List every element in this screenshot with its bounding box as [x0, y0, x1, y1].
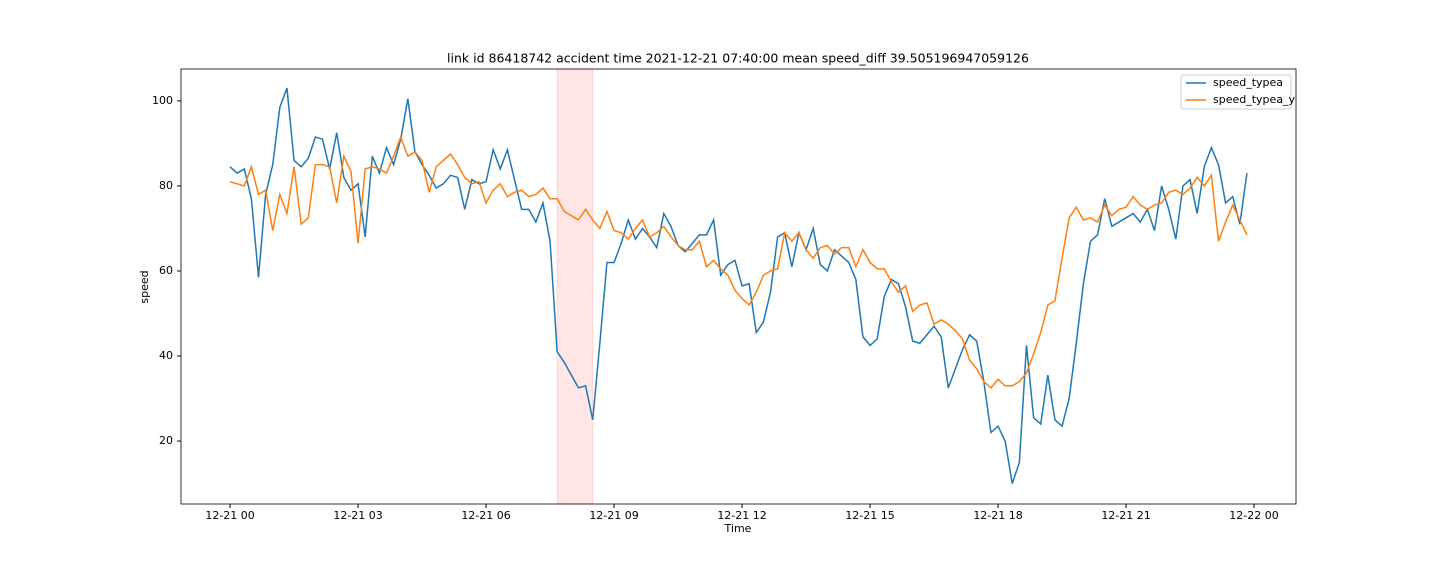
x-tick-label: 12-21 15 [845, 509, 894, 522]
y-tick-label: 40 [159, 349, 173, 362]
series-line [229, 87, 1248, 484]
y-tick-label: 80 [159, 179, 173, 192]
x-tick-label: 12-21 03 [333, 509, 382, 522]
x-tick-label: 12-21 09 [589, 509, 638, 522]
x-tick-label: 12-21 00 [205, 509, 254, 522]
accident-span [556, 68, 594, 505]
series-line [229, 134, 1248, 389]
x-axis-label: Time [724, 522, 752, 535]
x-tick-label: 12-22 00 [1229, 509, 1278, 522]
legend-label: speed_typea [1213, 76, 1283, 89]
x-tick-label: 12-21 21 [1101, 509, 1150, 522]
y-tick-label: 60 [159, 264, 173, 277]
plot-frame [180, 68, 1297, 505]
legend-box [1180, 74, 1292, 110]
y-tick-label: 100 [152, 94, 173, 107]
y-tick-label: 20 [159, 434, 173, 447]
x-tick-label: 12-21 06 [461, 509, 510, 522]
legend-label: speed_typea_y [1213, 93, 1296, 106]
y-axis-label: speed [138, 270, 151, 303]
x-tick-label: 12-21 12 [717, 509, 766, 522]
chart-title: link id 86418742 accident time 2021-12-2… [447, 51, 1029, 66]
x-tick-label: 12-21 18 [973, 509, 1022, 522]
